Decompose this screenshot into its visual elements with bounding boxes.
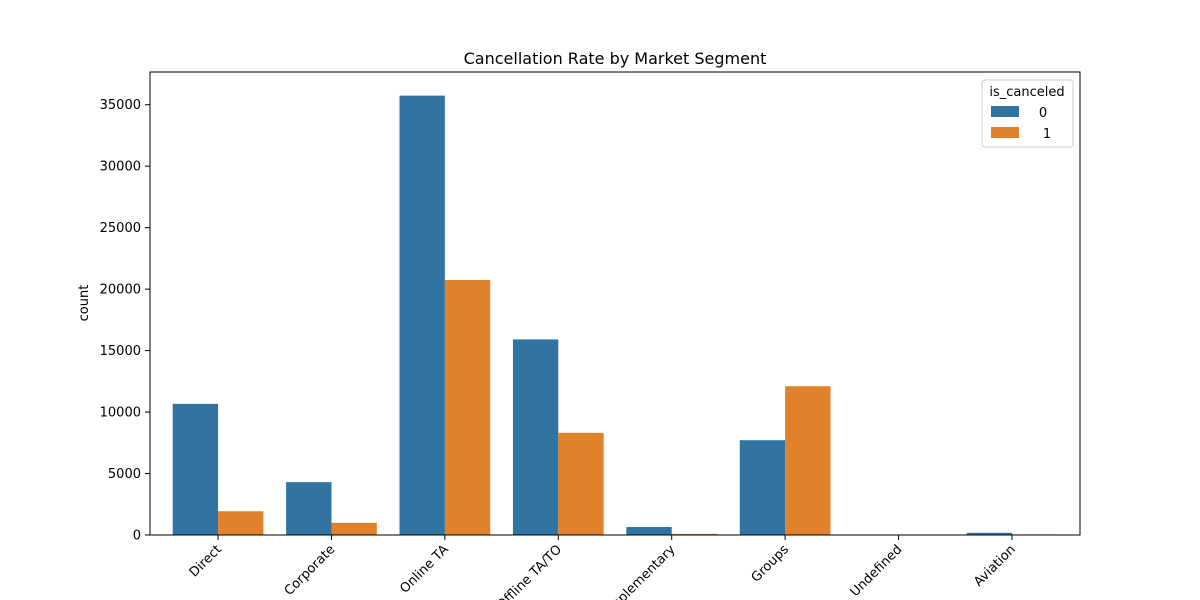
x-tick-label: Aviation [971,542,1019,590]
bar-groups-series-0 [739,440,786,535]
x-tick-label: Complementary [594,542,679,600]
bar-groups-series-1 [785,386,831,535]
legend-title: is_canceled [989,85,1064,100]
legend-swatch-1 [991,127,1019,138]
y-tick-label: 5000 [108,467,141,482]
y-tick-label: 35000 [100,98,141,113]
y-tick-label: 30000 [100,160,141,175]
legend: is_canceled 0 1 [981,79,1074,148]
x-tick-label: Online TA [397,542,451,596]
chart-title: Cancellation Rate by Market Segment [464,49,767,68]
bars-group [172,95,1058,535]
bar-direct-series-0 [172,403,219,535]
bar-online-ta-series-1 [444,280,491,535]
y-tick-label: 15000 [100,344,141,359]
bar-complementary-series-0 [626,527,672,535]
legend-label-1: 1 [1043,127,1051,142]
y-ticks-group: 0 5000 10000 15000 20000 25000 30000 35000 [100,98,150,544]
bar-offline-ta-to-series-1 [558,432,604,535]
bar-corporate-series-1 [331,522,377,535]
x-tick-label: Corporate [282,542,339,599]
x-tick-label: Groups [749,542,793,586]
y-tick-label: 10000 [100,406,141,421]
legend-label-0: 0 [1039,106,1047,121]
bar-corporate-series-0 [286,482,332,535]
bar-complementary-series-1 [671,533,718,535]
y-tick-label: 20000 [100,283,141,298]
x-tick-label: Undefined [848,542,906,600]
x-tick-label: Direct [187,542,225,580]
legend-swatch-0 [991,106,1019,117]
plot-frame [149,71,1081,536]
x-ticks-group: Direct Corporate Online TA Offline TA/TO Com… [187,535,1019,600]
y-axis-label: count [77,285,92,322]
y-tick-label: 0 [133,529,141,544]
bar-offline-ta-to-series-0 [512,339,559,535]
bar-aviation-series-0 [966,532,1012,535]
bar-direct-series-1 [218,511,264,535]
x-tick-label: Offline TA/TO [494,542,565,600]
bar-online-ta-series-0 [399,95,445,535]
y-tick-label: 25000 [100,221,141,236]
